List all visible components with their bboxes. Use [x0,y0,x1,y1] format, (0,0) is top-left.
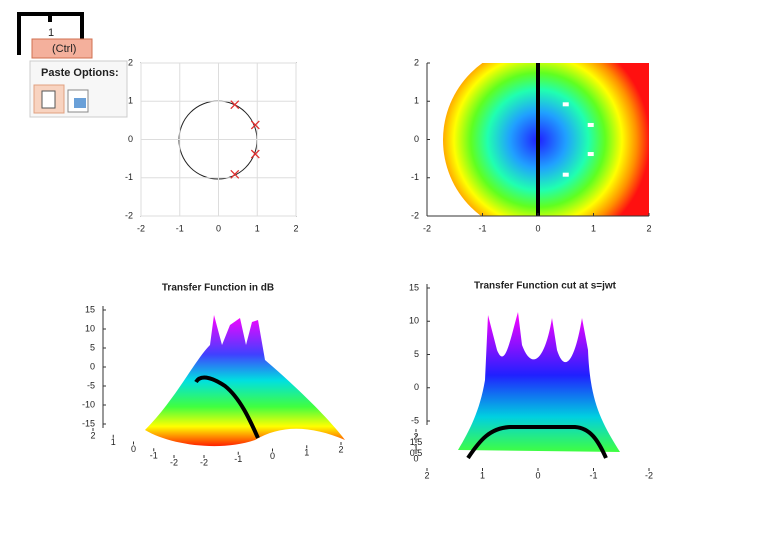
y-tick-label: 1 [128,96,133,106]
x-tick-label: 1 [480,470,485,480]
x-tick-label: -2 [645,470,653,480]
z-tick-label: 15 [409,282,419,292]
y-tick-label: 2 [414,57,419,67]
paste-options-label: Paste Options: [41,67,119,79]
chart-title: Transfer Function cut at s=jwt [474,281,617,292]
z-tick-label: -10 [82,399,95,409]
y-tick-label: 0 [413,453,418,463]
surface [145,315,345,447]
x-tick-label: -1 [478,223,486,233]
z-tick-label: 0 [90,361,95,371]
pole-marker [250,149,260,159]
y-tick-label: 1 [414,96,419,106]
z-tick-label: -15 [82,418,95,428]
pole-marker [587,122,594,127]
icon-glyph [41,90,56,109]
z-tick-label: 5 [414,349,419,359]
x-tick-label: 1 [591,223,596,233]
x-tick-label: -1 [176,223,184,233]
z-tick-label: 15 [85,304,95,314]
pole-marker [230,100,240,110]
z-tick-label: 0 [414,382,419,392]
pole-marker [562,172,569,177]
y-tick-label: 1 [111,437,116,447]
x-tick-label: 0 [535,470,540,480]
z-tick-label: 10 [85,323,95,333]
y-tick-label: 2 [90,430,95,440]
x-tick-label: 1 [255,223,260,233]
x-tick-label: 2 [293,223,298,233]
x-tick-label: -1 [234,454,242,464]
icon-glyph [74,98,86,108]
z-tick-label: 10 [409,316,419,326]
z-tick-label: 5 [90,342,95,352]
paste-button-label: (Ctrl) [52,43,76,55]
x-tick-label: 2 [424,470,429,480]
x-tick-label: 2 [338,444,343,454]
slide-frame [17,12,84,55]
cut-curve [466,425,608,460]
y-tick-label: -2 [125,210,133,220]
paste-button[interactable] [31,38,93,59]
cut-curve [194,375,260,439]
x-tick-label: 0 [270,451,275,461]
y-tick-label: -1 [411,172,419,182]
y-tick-label: -2 [170,457,178,467]
y-tick-label: 0 [131,444,136,454]
surface [458,312,620,452]
x-tick-label: -2 [200,457,208,467]
slide-number: 1 [48,27,54,39]
x-tick-label: -1 [589,470,597,480]
x-tick-label: -2 [423,223,431,233]
x-tick-label: 2 [646,223,651,233]
chart-title: Transfer Function in dB [162,283,274,294]
pole-marker [250,120,260,130]
x-tick-label: 0 [216,223,221,233]
pole-marker [562,102,569,107]
y-tick-label: 2 [128,57,133,67]
y-tick-label: 0 [414,134,419,144]
z-tick-label: -5 [87,380,95,390]
pole-marker [230,169,240,179]
heatmap [443,63,649,216]
y-tick-label: -2 [411,210,419,220]
x-tick-label: -2 [137,223,145,233]
x-tick-label: 0 [535,223,540,233]
y-tick-label: -1 [125,172,133,182]
y-tick-label: 0 [128,134,133,144]
y-tick-label: -1 [150,451,158,461]
x-tick-label: 1 [304,448,309,458]
pole-marker [587,152,594,157]
z-tick-label: -5 [411,415,419,425]
